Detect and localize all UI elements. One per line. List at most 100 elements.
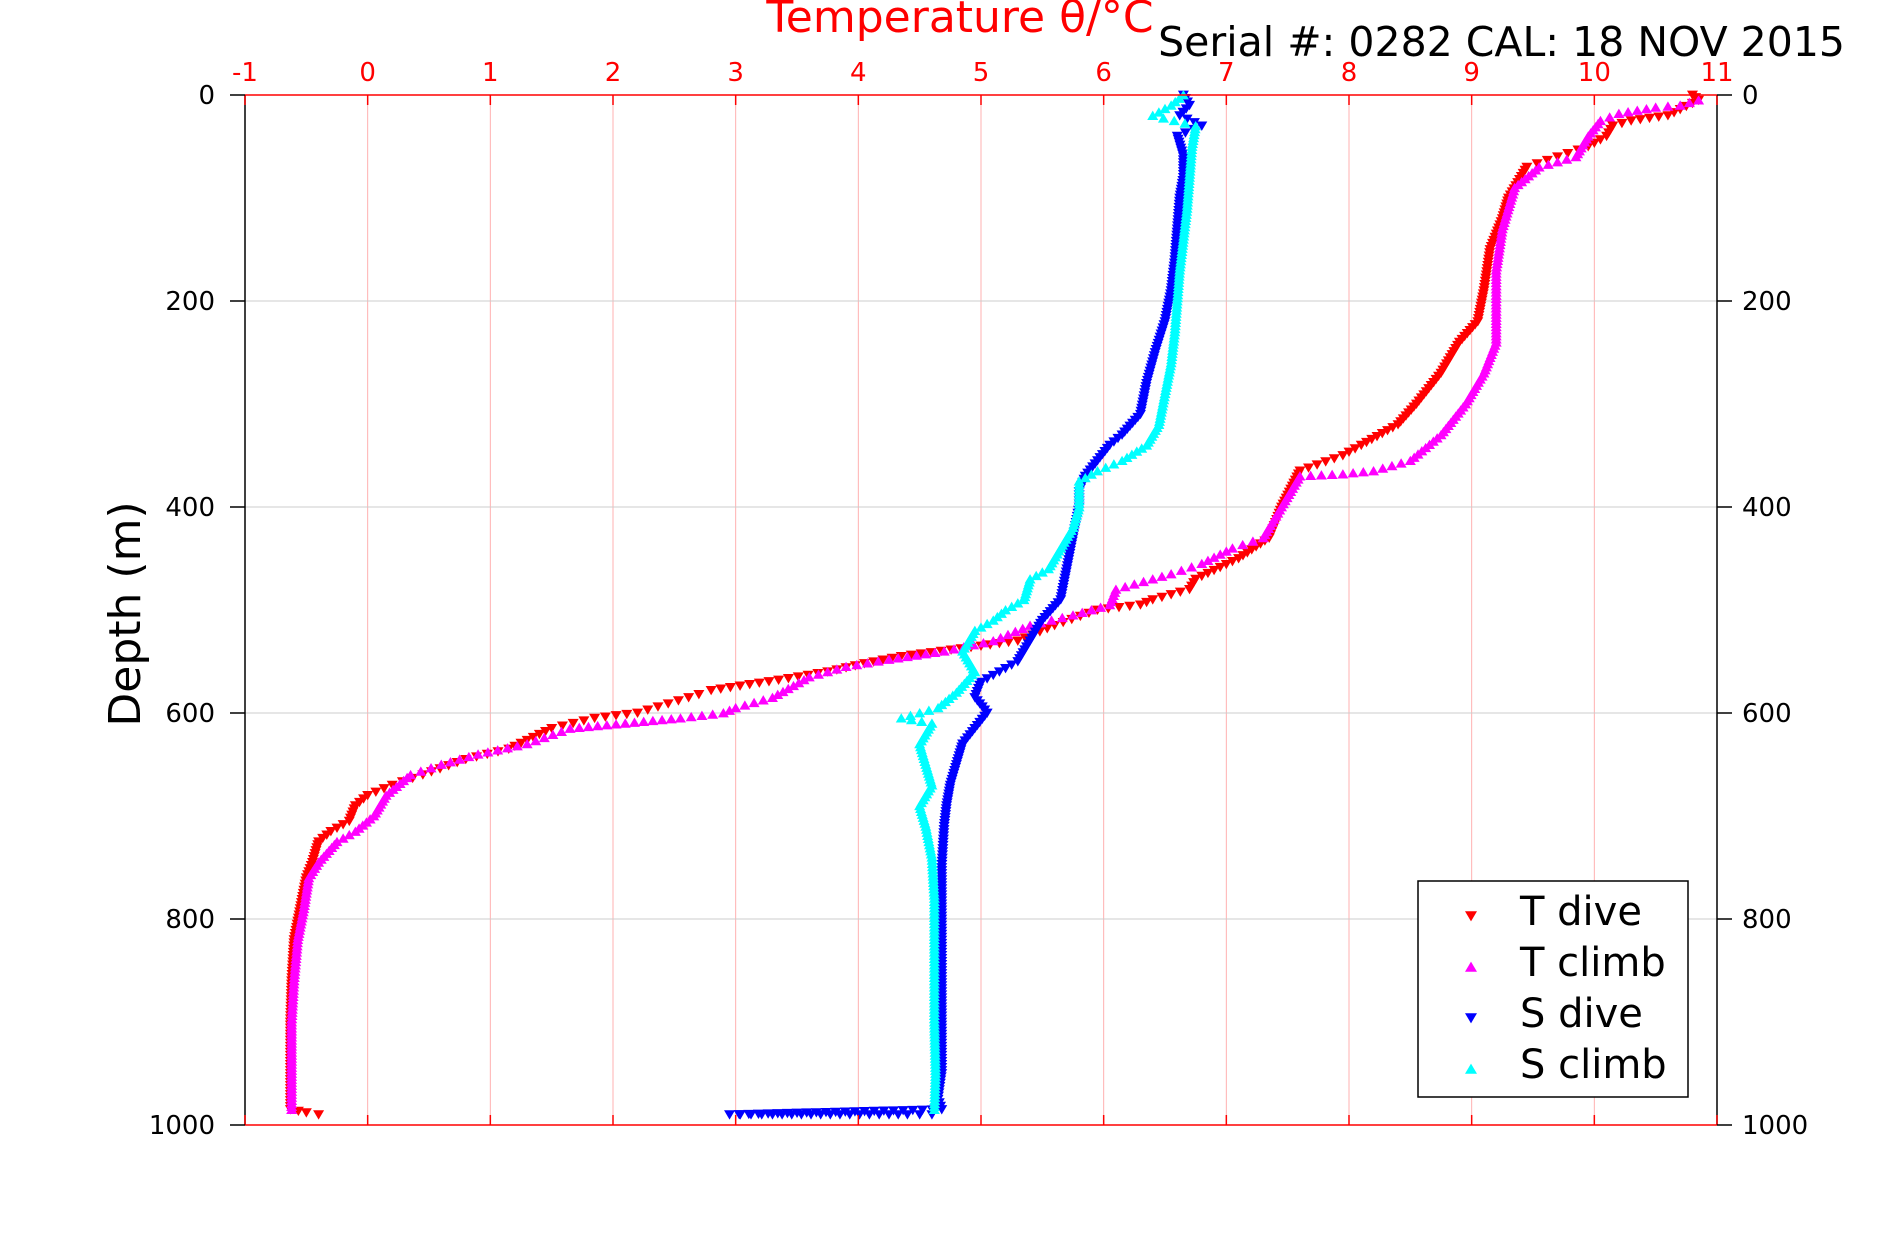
data-point	[1220, 546, 1232, 556]
data-point	[1257, 532, 1269, 543]
data-point	[1226, 557, 1238, 567]
data-point	[862, 658, 874, 668]
data-point	[642, 705, 654, 715]
x-tick-label: 5	[973, 58, 990, 88]
data-point	[435, 759, 447, 769]
data-point	[932, 702, 944, 713]
data-point	[638, 716, 650, 726]
data-point	[1395, 458, 1407, 468]
data-point	[707, 709, 719, 719]
data-point	[349, 826, 361, 836]
data-point	[647, 715, 659, 726]
legend: T dive T climb S dive S climb	[1417, 880, 1689, 1098]
y-tick-label: 1000	[149, 1111, 215, 1141]
data-point	[1693, 95, 1705, 105]
data-point	[1640, 103, 1652, 114]
data-point	[1141, 597, 1153, 608]
data-point	[916, 716, 928, 726]
data-point	[454, 754, 466, 764]
y-tick-label-right: 0	[1742, 81, 1759, 111]
data-point	[1320, 457, 1332, 467]
data-point	[1202, 568, 1214, 579]
data-point	[547, 729, 559, 740]
data-point	[1175, 565, 1187, 575]
data-point	[1653, 112, 1665, 122]
data-point	[1357, 467, 1369, 477]
data-point	[815, 1110, 827, 1120]
data-point	[824, 1110, 836, 1120]
data-point	[705, 685, 717, 696]
data-point	[1387, 423, 1399, 433]
data-point	[777, 686, 789, 697]
data-point	[981, 618, 993, 629]
data-point	[573, 722, 585, 732]
series-s-climb	[895, 90, 1202, 1114]
data-point	[472, 749, 484, 759]
data-point	[1006, 601, 1018, 611]
data-point	[923, 705, 935, 715]
data-point	[1562, 148, 1574, 159]
x-tick-label: 2	[605, 58, 622, 88]
data-point	[1237, 539, 1249, 550]
data-point	[331, 823, 343, 833]
data-point	[981, 674, 993, 684]
x-tick-label: 11	[1700, 58, 1733, 88]
data-point	[1404, 455, 1416, 466]
legend-label-t-climb: T climb	[1519, 940, 1666, 986]
data-point	[610, 719, 622, 729]
data-point	[378, 784, 390, 794]
x-tick-label: 9	[1463, 58, 1480, 88]
data-point	[892, 653, 904, 663]
data-point	[444, 756, 456, 767]
x-tick-label: 6	[1095, 58, 1112, 88]
data-point	[1179, 128, 1191, 138]
data-point	[892, 1110, 904, 1120]
data-point	[589, 713, 601, 724]
data-point	[386, 780, 398, 791]
data-point	[592, 720, 604, 731]
data-point	[1138, 576, 1150, 587]
y-tick-label-right: 1000	[1742, 1111, 1808, 1141]
data-point	[1368, 466, 1380, 476]
data-point	[822, 666, 834, 677]
data-point	[1588, 138, 1600, 149]
data-point	[883, 654, 895, 664]
data-point	[1076, 607, 1088, 617]
data-point	[1531, 159, 1543, 169]
data-point	[696, 710, 708, 720]
x-tick-label: 8	[1341, 58, 1358, 88]
data-point	[1361, 437, 1373, 448]
data-point	[1100, 462, 1112, 472]
data-point	[555, 726, 567, 736]
data-point	[1343, 447, 1355, 458]
data-point	[1046, 615, 1058, 625]
data-point	[1012, 657, 1024, 667]
data-point	[724, 682, 736, 693]
data-point	[756, 1110, 768, 1120]
data-point	[538, 732, 550, 743]
data-point	[987, 670, 999, 681]
y-tick-label-right: 600	[1742, 699, 1792, 729]
data-point	[1067, 610, 1079, 620]
data-point	[1184, 585, 1196, 595]
data-point	[1366, 434, 1378, 445]
data-point	[482, 747, 494, 757]
data-point	[1153, 107, 1165, 117]
data-point	[734, 1110, 746, 1120]
data-point	[337, 833, 349, 843]
data-point	[502, 743, 514, 753]
data-point	[1159, 103, 1171, 114]
data-point	[905, 714, 917, 725]
data-point	[546, 724, 558, 734]
legend-label-s-dive: S dive	[1520, 991, 1643, 1037]
data-point	[1650, 102, 1662, 112]
data-point	[1168, 115, 1180, 126]
data-point	[1186, 562, 1198, 572]
data-point	[685, 711, 697, 722]
data-point	[753, 678, 765, 688]
data-point	[868, 1106, 880, 1117]
data-point	[540, 726, 552, 737]
data-point	[1541, 155, 1553, 166]
data-point	[672, 696, 684, 706]
data-point	[715, 684, 727, 694]
